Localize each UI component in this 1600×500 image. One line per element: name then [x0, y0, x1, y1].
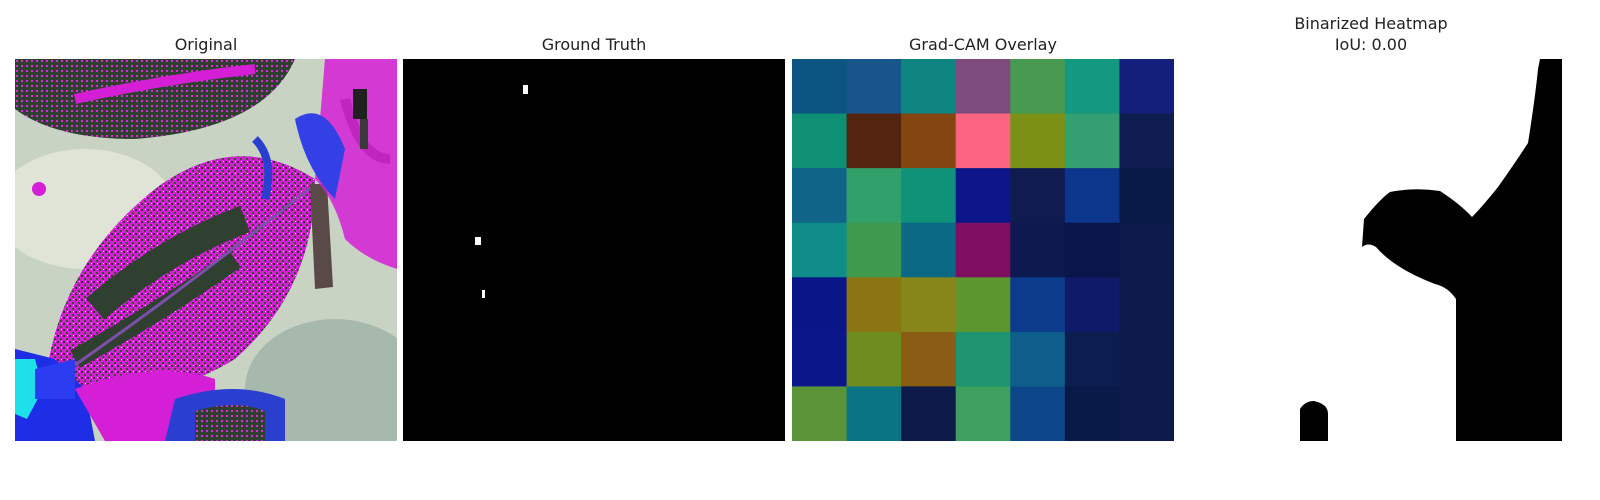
gradcam-cell	[1065, 223, 1120, 278]
panel-original: Original	[15, 0, 397, 500]
panel-ground-truth: Ground Truth	[403, 0, 785, 500]
gradcam-cell	[901, 386, 956, 441]
gradcam-cell	[901, 59, 956, 114]
gradcam-cell	[847, 277, 902, 332]
panel-title-binarized: Binarized Heatmap	[1180, 13, 1562, 34]
gradcam-cell	[1065, 332, 1120, 387]
gradcam-cell	[792, 223, 847, 278]
gradcam-cell	[901, 277, 956, 332]
gradcam-cell	[956, 168, 1011, 223]
gradcam-cell	[1010, 386, 1065, 441]
gradcam-cell	[901, 168, 956, 223]
gradcam-cell	[1065, 59, 1120, 114]
gradcam-cell	[956, 277, 1011, 332]
gradcam-cell	[792, 277, 847, 332]
gradcam-cell	[1065, 277, 1120, 332]
gradcam-cell	[1119, 277, 1174, 332]
gradcam-cell	[1119, 114, 1174, 169]
gradcam-cell	[1119, 386, 1174, 441]
gradcam-cell	[956, 59, 1011, 114]
gradcam-overlay	[792, 59, 1174, 441]
panel-title-ground-truth: Ground Truth	[403, 34, 785, 55]
gradcam-cell	[1010, 277, 1065, 332]
gradcam-cell	[1010, 223, 1065, 278]
gradcam-cell	[847, 223, 902, 278]
gradcam-cell	[847, 332, 902, 387]
panel-title-gradcam: Grad-CAM Overlay	[792, 34, 1174, 55]
gradcam-cell	[792, 386, 847, 441]
gradcam-cell	[1065, 386, 1120, 441]
binarized-heatmap	[1180, 59, 1562, 441]
ground-truth-mask	[403, 59, 785, 441]
original-image	[15, 59, 397, 441]
gradcam-cell	[1065, 114, 1120, 169]
gradcam-cell	[901, 332, 956, 387]
gradcam-cell	[792, 114, 847, 169]
gradcam-cell	[956, 223, 1011, 278]
gradcam-cell	[956, 386, 1011, 441]
gradcam-cell	[901, 114, 956, 169]
gradcam-cell	[901, 223, 956, 278]
gradcam-cell	[1065, 168, 1120, 223]
gradcam-cell	[847, 386, 902, 441]
gradcam-cell	[1119, 223, 1174, 278]
gradcam-cell	[956, 114, 1011, 169]
gradcam-cell	[1010, 332, 1065, 387]
gradcam-cell	[1119, 59, 1174, 114]
gradcam-cell	[1010, 114, 1065, 169]
gradcam-cell	[847, 59, 902, 114]
gradcam-cell	[1010, 59, 1065, 114]
gradcam-cell	[792, 332, 847, 387]
gradcam-cell	[1010, 168, 1065, 223]
iou-label: IoU: 0.00	[1180, 34, 1562, 55]
gradcam-cell	[847, 168, 902, 223]
gradcam-cell	[847, 114, 902, 169]
gradcam-cell	[1119, 332, 1174, 387]
panel-gradcam: Grad-CAM Overlay	[792, 0, 1174, 500]
gradcam-cell	[792, 168, 847, 223]
panel-title-original: Original	[15, 34, 397, 55]
gradcam-cell	[956, 332, 1011, 387]
gradcam-cell	[1119, 168, 1174, 223]
panel-binarized: Binarized Heatmap IoU: 0.00	[1180, 0, 1562, 500]
gradcam-cell	[792, 59, 847, 114]
